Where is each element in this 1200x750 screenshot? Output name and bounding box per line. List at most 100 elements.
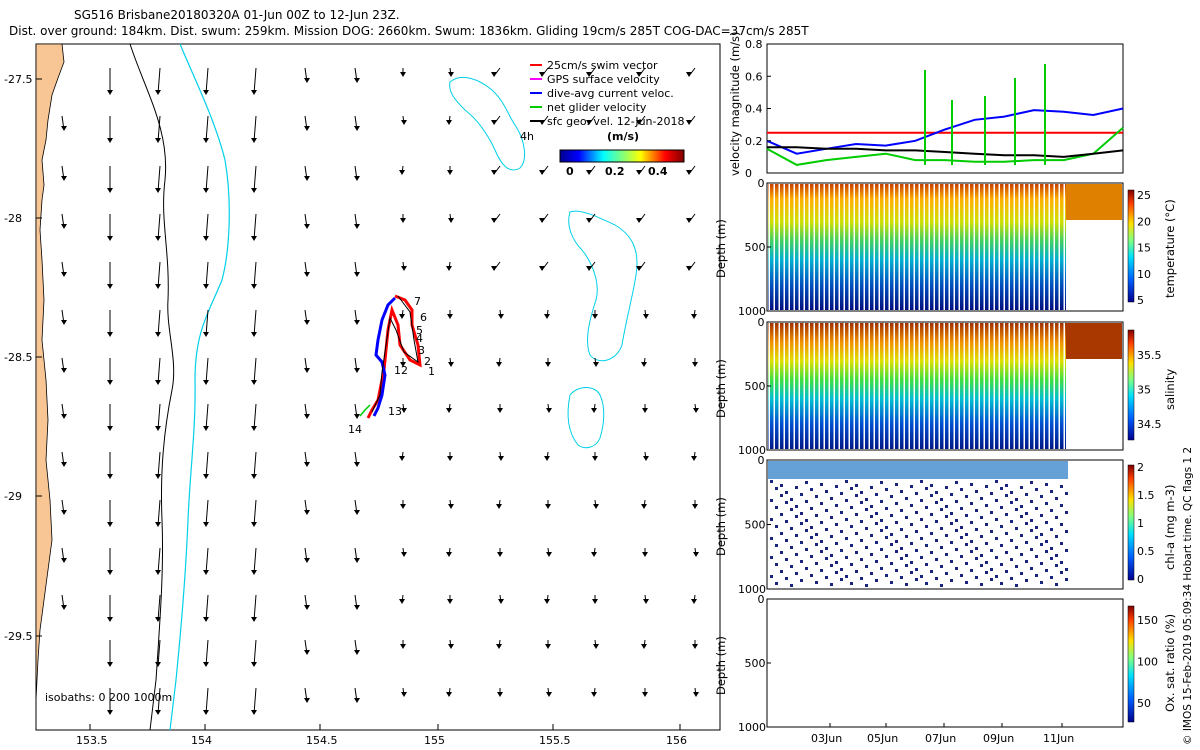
chl-sample (955, 529, 958, 532)
glider-waypoint-label: 1 (428, 365, 435, 378)
chl-sample (965, 543, 968, 546)
current-arrow-head (304, 176, 310, 181)
colorbar-tick-label: 35.5 (1137, 349, 1162, 362)
current-arrow-head (203, 474, 209, 479)
current-arrow-head (636, 72, 642, 77)
current-arrow-head (447, 314, 453, 319)
chl-sample (865, 546, 868, 549)
chl-sample (785, 501, 788, 504)
chl-sample (855, 484, 858, 487)
map-frame (35, 43, 721, 731)
chl-sample (805, 548, 808, 551)
salinity-colorbar (1127, 329, 1135, 441)
chl-sample (960, 488, 963, 491)
chl-sample (850, 563, 853, 566)
chl-sample (935, 577, 938, 580)
current-arrow-head (61, 510, 67, 515)
chl-sample (1000, 487, 1003, 490)
current-arrow-head (496, 504, 502, 509)
chl-sample (965, 514, 968, 517)
coastline-land (35, 43, 65, 701)
current-arrow (253, 403, 257, 431)
current-arrow-head (251, 710, 257, 715)
depth-tick-label: 500 (745, 241, 766, 254)
colorbar-tick-label: 0 (1137, 573, 1144, 586)
chl-sample (1050, 557, 1053, 560)
chl-sample (1050, 547, 1053, 550)
chl-sample (955, 481, 958, 484)
chl-sample (870, 534, 873, 537)
chl-sample (815, 562, 818, 565)
chl-sample (900, 576, 903, 579)
chl-sample (890, 581, 893, 584)
chl-sample (930, 494, 933, 497)
chl-sample (785, 520, 788, 523)
current-arrow-head (448, 644, 454, 649)
colorbar-tick-label: 1.5 (1137, 489, 1155, 502)
current-arrow (157, 309, 161, 337)
current-arrow (157, 213, 161, 241)
chl-sample (925, 563, 928, 566)
chl-sample (1050, 509, 1053, 512)
chl-sample (980, 583, 983, 586)
velocity-y-tick-label: 0.2 (745, 135, 763, 148)
chl-sample (865, 527, 868, 530)
chl-sample (825, 576, 828, 579)
current-arrow-head (251, 188, 257, 193)
chl-sample (900, 528, 903, 531)
current-arrow (253, 309, 257, 337)
colorbar-gradient (559, 149, 685, 163)
current-arrow-head (354, 558, 360, 563)
glider-waypoint-label: 4 (416, 332, 423, 345)
chl-sample (980, 564, 983, 567)
current-arrow-head (544, 456, 550, 461)
current-arrow-head (545, 504, 551, 509)
chl-sample (1035, 536, 1038, 539)
chl-sample (775, 487, 778, 490)
current-arrow-head (155, 380, 161, 385)
chl-sample (940, 546, 943, 549)
chl-sample (850, 544, 853, 547)
chl-sample (1015, 546, 1018, 549)
chl-sample (870, 572, 873, 575)
chl-sample (905, 554, 908, 557)
chl-sample (1055, 583, 1058, 586)
chl-sample (975, 547, 978, 550)
net-velocity-track (359, 404, 371, 417)
chl-sample (875, 512, 878, 515)
salinity-late-field (1066, 323, 1122, 359)
chl-sample (980, 516, 983, 519)
current-arrow-head (642, 408, 648, 413)
current-arrow-head (304, 368, 310, 373)
chl-sample (1015, 508, 1018, 511)
chl-sample (1020, 553, 1023, 556)
chl-sample (875, 541, 878, 544)
isobath-1000 (169, 43, 230, 731)
map-y-tick-label: -29 (4, 490, 22, 503)
chl-sample (1030, 529, 1033, 532)
chl-sample (830, 583, 833, 586)
chl-sample (845, 537, 848, 540)
chl-sample (920, 537, 923, 540)
chl-sample (885, 488, 888, 491)
depth-tick-label: 1000 (738, 583, 766, 596)
current-arrow-head (593, 362, 599, 367)
glider-waypoint-label: 5 (416, 324, 423, 337)
chl-sample (880, 567, 883, 570)
chl-sample (855, 551, 858, 554)
chl-sample (1065, 578, 1068, 581)
chl-sample (970, 521, 973, 524)
chl-sample (995, 499, 998, 502)
chl-sample (855, 532, 858, 535)
current-arrow (205, 639, 209, 667)
chl-sample (810, 574, 813, 577)
temperature-panel: 0 500 1000 (738, 177, 1124, 318)
current-arrow-head (643, 456, 649, 461)
velocity-line-net-glider-velocity (766, 127, 1124, 166)
chl-sample (790, 508, 793, 511)
chl-sample (945, 505, 948, 508)
current-arrow-head (496, 362, 502, 367)
current-arrow-head (107, 522, 113, 527)
chl-sample (915, 492, 918, 495)
chl-sample (1060, 571, 1063, 574)
